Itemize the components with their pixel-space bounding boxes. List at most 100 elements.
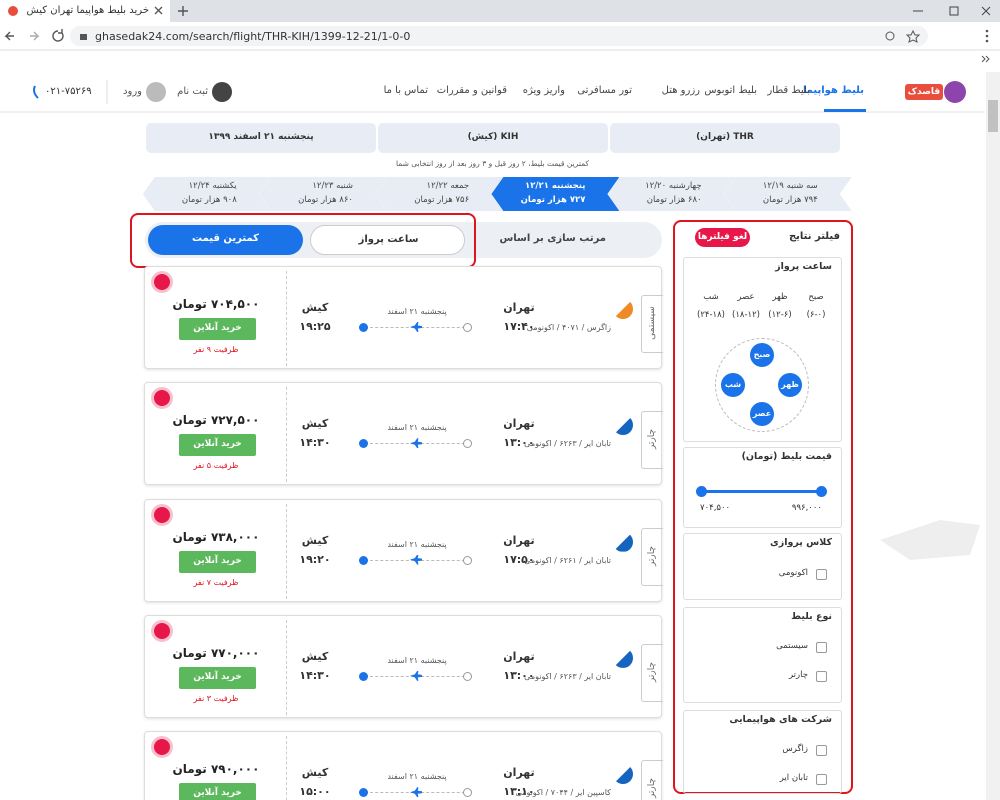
logo: قاصدک: [905, 84, 943, 100]
divider: [286, 271, 287, 366]
to: کیش: [301, 766, 329, 780]
nav-item[interactable]: قوانین و مقررات: [436, 85, 507, 96]
airline: زاگرس / ۴۰۷۱ / اکونومی: [526, 323, 611, 332]
search-field[interactable]: KIH (کیش): [378, 123, 608, 153]
register[interactable]: ثبت نام: [177, 86, 208, 97]
filter-section: [683, 607, 842, 703]
price-knob[interactable]: [816, 486, 827, 497]
new-tab[interactable]: [178, 6, 188, 16]
sort-label: مرتب سازی بر اساس: [499, 233, 607, 244]
flight-card: ۷۳۸,۰۰۰ تومان خرید آنلاین ظرفیت ۷ نفر کیش ۱۹…: [144, 498, 663, 602]
gift[interactable]: [151, 503, 173, 526]
nav-item[interactable]: بلیط اتوبوس: [704, 85, 757, 96]
time-slot-range: (۲۴-۱۸): [697, 310, 725, 320]
date-tab[interactable]: یکشنبه ۱۲/۲۴ ۹۰۸ هزار تومان: [143, 177, 271, 211]
checkbox[interactable]: [816, 671, 827, 682]
buy-button[interactable]: خرید آنلاین: [179, 434, 256, 457]
forward[interactable]: [30, 31, 40, 41]
filter-section: [683, 533, 842, 600]
from: تهران: [503, 417, 535, 431]
checkbox[interactable]: [816, 745, 827, 756]
divider: [286, 619, 287, 715]
filter-section-title: قیمت بلیط (تومان): [741, 451, 832, 462]
from: تهران: [503, 766, 535, 780]
time-button[interactable]: عصر: [750, 402, 774, 426]
route-dot-end: [359, 439, 368, 449]
nav-item[interactable]: تماس با ما: [383, 85, 428, 96]
url[interactable]: ghasedak24.com/search/flight/THR-KIH/139…: [95, 30, 411, 43]
route-plane: [410, 322, 422, 332]
sort-option-active[interactable]: کمترین قیمت: [148, 225, 303, 255]
route-dot-end: [359, 671, 368, 681]
date-day: سه شنبه ۱۲/۱۹: [762, 181, 818, 191]
sort-option[interactable]: ساعت پرواز: [310, 225, 465, 255]
tab-title[interactable]: خرید بلیط هواپیما تهران کیش - قاد: [24, 5, 149, 16]
back[interactable]: [4, 31, 14, 41]
date-day: جمعه ۱۲/۲۲: [426, 181, 470, 191]
time-slot-name: صبح: [808, 292, 824, 302]
tab-close[interactable]: [154, 6, 163, 15]
buy-button[interactable]: خرید آنلاین: [179, 666, 256, 689]
from: تهران: [503, 301, 535, 314]
scroll-thumb[interactable]: [988, 100, 998, 132]
date-tab[interactable]: چهارشنبه ۱۲/۲۰ ۶۸۰ هزار تومان: [608, 177, 736, 211]
close-window[interactable]: [981, 6, 991, 16]
airline-logo: [613, 299, 633, 319]
filter-section-title: نوع بلیط: [791, 611, 832, 622]
checkbox[interactable]: [816, 642, 827, 653]
filter-title: فیلتر نتایج: [788, 231, 840, 242]
buy-button[interactable]: خرید آنلاین: [179, 550, 256, 573]
time-button[interactable]: ظهر: [778, 373, 802, 397]
gift[interactable]: [151, 271, 173, 293]
buy-button[interactable]: خرید آنلاین: [179, 783, 256, 800]
nav-item[interactable]: بلیط هواپیما: [802, 85, 864, 96]
user-icon[interactable]: [146, 82, 166, 102]
date-tab[interactable]: شنبه ۱۲/۲۳ ۸۶۰ هزار تومان: [259, 177, 387, 211]
search-field[interactable]: پنجشنبه ۲۱ اسفند ۱۳۹۹: [146, 123, 376, 153]
nav-item[interactable]: بلیط قطار: [767, 85, 810, 96]
filter-reset[interactable]: لغو فیلترها: [695, 228, 750, 247]
bookmarks-more[interactable]: [981, 55, 990, 63]
departure: ۱۷:۴۰: [503, 320, 535, 333]
reload[interactable]: [52, 29, 64, 42]
maximize[interactable]: [949, 6, 959, 16]
tab[interactable]: [0, 0, 170, 22]
nav-item[interactable]: واریز ویژه: [522, 85, 565, 96]
from: تهران: [503, 533, 535, 547]
filter-section: [683, 257, 842, 442]
type: چارتر: [647, 661, 657, 682]
filter-section: [683, 710, 842, 794]
route-dot-start: [463, 323, 472, 332]
bookmark[interactable]: [905, 29, 921, 43]
date-tab[interactable]: جمعه ۱۲/۲۲ ۷۵۶ هزار تومان: [375, 177, 503, 211]
date-tab[interactable]: پنجشنبه ۱۲/۲۱ ۷۲۷ هزار تومان: [491, 177, 619, 211]
menu[interactable]: [985, 39, 989, 43]
nav-item[interactable]: رزرو هتل: [661, 85, 700, 96]
time-button[interactable]: صبح: [750, 343, 774, 367]
route-dot-start: [463, 788, 472, 798]
scrollbar[interactable]: [986, 72, 1000, 800]
flight-card: ۷۲۷,۵۰۰ تومان خرید آنلاین ظرفیت ۵ نفر کیش ۱۴…: [144, 382, 663, 486]
price-track: [701, 490, 822, 493]
checkbox[interactable]: [816, 774, 827, 785]
checkbox[interactable]: [816, 569, 827, 580]
to: کیش: [301, 301, 329, 314]
time-button[interactable]: شب: [721, 373, 745, 397]
gift[interactable]: [151, 619, 173, 642]
zoom[interactable]: [885, 31, 895, 41]
date-tab[interactable]: سه شنبه ۱۲/۱۹ ۷۹۴ هزار تومان: [724, 177, 852, 211]
login[interactable]: ورود: [123, 86, 142, 97]
capacity: ظرفیت ۳ نفر: [193, 693, 239, 703]
buy-button[interactable]: خرید آنلاین: [179, 318, 256, 340]
register-icon[interactable]: [212, 82, 232, 102]
route-dot-end: [359, 323, 368, 332]
buy-text: خرید آنلاین: [193, 439, 242, 450]
nav-item[interactable]: تور مسافرتی: [577, 85, 632, 96]
gift[interactable]: [151, 736, 173, 759]
search-field-text: THR (تهران): [696, 132, 754, 142]
time-slot-range: (۱۲-۶): [768, 310, 792, 320]
gift[interactable]: [151, 387, 173, 410]
price-knob[interactable]: [696, 486, 707, 497]
search-field[interactable]: THR (تهران): [610, 123, 840, 153]
address-bar[interactable]: [70, 26, 928, 46]
